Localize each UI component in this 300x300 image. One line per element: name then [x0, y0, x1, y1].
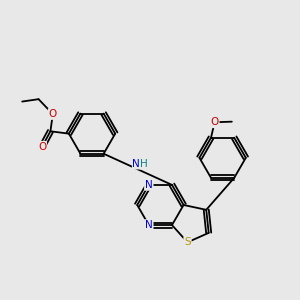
- Text: H: H: [140, 159, 148, 169]
- Text: O: O: [211, 117, 219, 127]
- Text: O: O: [49, 109, 57, 119]
- Text: O: O: [38, 142, 46, 152]
- Text: N: N: [145, 220, 153, 230]
- Text: S: S: [184, 237, 191, 247]
- Text: N: N: [133, 159, 140, 169]
- Text: N: N: [145, 180, 153, 190]
